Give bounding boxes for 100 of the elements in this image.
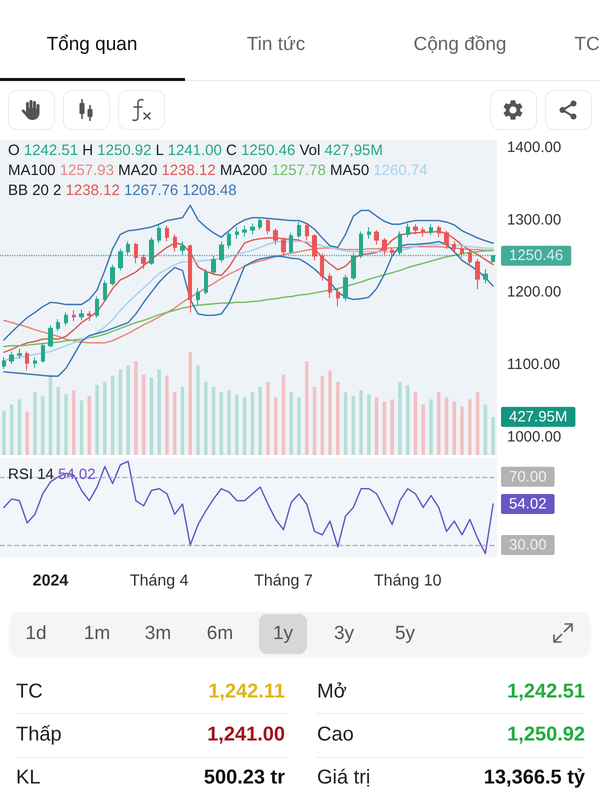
candlestick xyxy=(110,264,115,286)
candlestick xyxy=(374,229,379,245)
bar xyxy=(235,394,239,455)
bar xyxy=(320,376,324,455)
text: 1,250.92 xyxy=(507,724,585,746)
bar xyxy=(304,361,308,455)
text: 3y xyxy=(334,623,354,645)
bar xyxy=(242,397,246,455)
bar xyxy=(484,404,488,455)
bar xyxy=(48,374,52,455)
candlestick xyxy=(126,241,130,256)
candlestick xyxy=(475,258,480,290)
text: 5y xyxy=(394,623,416,645)
y-tick-label: 1200.00 xyxy=(507,284,562,301)
candlestick xyxy=(48,324,53,348)
text: Giá trị xyxy=(317,766,370,790)
candlestick xyxy=(328,272,332,298)
bar xyxy=(344,392,348,455)
bar xyxy=(491,416,495,455)
bar xyxy=(429,399,433,455)
bar xyxy=(126,365,130,455)
text: Tổng quan xyxy=(46,34,138,56)
bar xyxy=(118,370,122,455)
candlestick xyxy=(406,222,410,238)
bar xyxy=(142,374,146,455)
bar xyxy=(390,399,394,455)
bar xyxy=(452,401,456,455)
bar xyxy=(180,387,184,455)
y-tick-label: 1400.00 xyxy=(507,139,562,156)
candlestick xyxy=(157,224,161,244)
candlestick xyxy=(468,250,472,267)
candlestick xyxy=(173,234,177,252)
annotation: BB 20 2 1238.12 1267.76 1208.48 xyxy=(8,182,237,199)
text: TC xyxy=(574,34,600,56)
bar xyxy=(33,392,37,455)
bar xyxy=(359,390,363,455)
bar xyxy=(282,374,286,455)
bar xyxy=(172,392,176,455)
bar xyxy=(80,400,84,455)
text: 3m xyxy=(144,623,172,645)
bar xyxy=(165,376,169,455)
bar xyxy=(336,382,340,455)
line-series xyxy=(3,204,494,341)
candlestick xyxy=(382,237,387,256)
bar xyxy=(220,392,224,455)
candlestick xyxy=(87,310,91,322)
bar xyxy=(328,370,332,455)
text: 1,242.51 xyxy=(507,680,585,704)
candlestick xyxy=(118,248,123,271)
text: Tin tức xyxy=(246,34,306,56)
y-tick-label: 1000.00 xyxy=(507,428,562,446)
bar xyxy=(266,382,270,455)
bar xyxy=(382,401,386,455)
bar xyxy=(150,378,154,455)
candlestick xyxy=(429,224,433,236)
candlestick xyxy=(289,232,293,254)
bar xyxy=(367,394,371,455)
candlestick xyxy=(56,318,60,332)
bar xyxy=(25,412,29,455)
candlestick xyxy=(491,254,495,264)
candlestick xyxy=(2,356,6,370)
bar xyxy=(88,396,92,455)
text: 500.23 tr xyxy=(204,766,285,790)
candlestick xyxy=(320,252,324,282)
bar xyxy=(64,394,68,455)
bar xyxy=(421,404,425,455)
text: 1m xyxy=(84,623,110,645)
candlestick xyxy=(281,237,286,257)
x-tick-label: 2024 xyxy=(32,572,68,590)
candlestick xyxy=(460,245,464,258)
candlestick xyxy=(103,280,107,302)
bar xyxy=(188,352,192,455)
data-label: 54.02 xyxy=(509,496,547,513)
bar xyxy=(2,410,6,455)
candlestick xyxy=(398,230,402,256)
candlestick xyxy=(165,225,169,242)
candlestick xyxy=(25,351,29,371)
x-tick-label: Tháng 4 xyxy=(130,572,189,590)
candlestick xyxy=(149,236,154,266)
candlestick xyxy=(64,312,68,326)
candlestick xyxy=(390,246,394,258)
candlestick xyxy=(134,242,138,264)
text: O 1242.51 H 1250.92 L 1241.00 C 1250.46 Vol 427,95M xyxy=(8,142,383,159)
bar xyxy=(10,404,14,455)
candlestick xyxy=(343,274,348,302)
candlestick xyxy=(141,254,146,270)
candlestick xyxy=(33,356,37,368)
candlestick xyxy=(351,252,356,280)
candlestick xyxy=(95,296,99,318)
candlestick xyxy=(266,218,270,235)
text: 6m xyxy=(206,623,234,645)
bar xyxy=(134,361,138,455)
candlestick xyxy=(258,216,262,230)
bar xyxy=(406,384,410,455)
candlestick xyxy=(204,268,208,295)
text: Cộng đồng xyxy=(414,34,506,56)
text: 1,241.00 xyxy=(207,724,285,746)
bar xyxy=(40,396,44,455)
x-tick-label: Tháng 7 xyxy=(254,572,313,590)
bar xyxy=(312,387,316,455)
